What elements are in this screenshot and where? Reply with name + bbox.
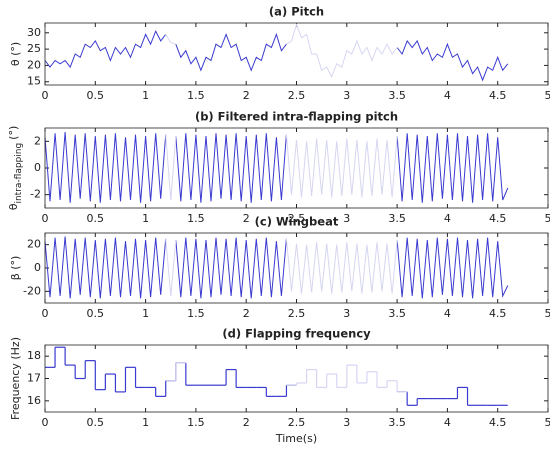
panel-title: (b) Filtered intra-flapping pitch [195, 110, 398, 124]
x-tick-label: 1.5 [187, 307, 205, 320]
x-tick-label: 3 [343, 89, 350, 102]
x-tick-label: 4.5 [489, 212, 507, 225]
x-tick-label: 2 [243, 89, 250, 102]
x-tick-label: 2.5 [288, 307, 306, 320]
y-axis-label: θ (°) [9, 42, 22, 66]
x-tick-label: 0.5 [87, 89, 105, 102]
x-tick-label: 4.5 [489, 89, 507, 102]
x-tick-label: 3 [343, 307, 350, 320]
y-tick-label: 17 [27, 372, 41, 385]
x-tick-label: 1 [142, 212, 149, 225]
y-axis-label: β (°) [9, 256, 22, 281]
x-tick-label: 3.5 [388, 416, 406, 429]
x-tick-label: 4 [444, 307, 451, 320]
x-tick-label: 1 [142, 307, 149, 320]
x-tick-label: 5 [545, 89, 550, 102]
x-tick-label: 4 [444, 212, 451, 225]
y-tick-label: 16 [27, 394, 41, 407]
x-tick-label: 4.5 [489, 416, 507, 429]
y-tick-label: 20 [27, 58, 41, 71]
y-axis-label: Frequency (Hz) [9, 337, 22, 420]
y-tick-label: -2 [30, 188, 41, 201]
y-axis-label-sub: intra-flapping [14, 143, 24, 204]
x-tick-label: 3.5 [388, 89, 406, 102]
panel-title: (d) Flapping frequency [222, 327, 371, 341]
y-tick-label: 0 [34, 261, 41, 274]
x-tick-label: 2.5 [288, 89, 306, 102]
x-tick-label: 3.5 [388, 307, 406, 320]
x-tick-label: 3 [343, 416, 350, 429]
x-tick-label: 4 [444, 416, 451, 429]
y-tick-label: 2 [34, 134, 41, 147]
x-tick-label: 5 [545, 307, 550, 320]
x-tick-label: 2 [243, 307, 250, 320]
signal-line [45, 132, 508, 203]
y-tick-label: -20 [23, 284, 41, 297]
x-tick-label: 0 [42, 212, 49, 225]
y-axis-label: θintra-flapping(°) [7, 126, 24, 211]
y-axis-label-unit: (°) [7, 126, 20, 140]
x-tick-label: 5 [545, 212, 550, 225]
x-tick-label: 0.5 [87, 212, 105, 225]
x-tick-label: 3.5 [388, 212, 406, 225]
y-tick-label: 25 [27, 42, 41, 55]
x-tick-label: 1.5 [187, 416, 205, 429]
panel-title: (a) Pitch [269, 5, 324, 19]
x-tick-label: 4.5 [489, 307, 507, 320]
x-tick-label: 0 [42, 307, 49, 320]
signal-line [45, 31, 508, 80]
x-tick-label: 3 [343, 212, 350, 225]
x-tick-label: 2 [243, 416, 250, 429]
x-tick-label: 0.5 [87, 307, 105, 320]
y-tick-label: 18 [27, 349, 41, 362]
x-tick-label: 2 [243, 212, 250, 225]
x-tick-label: 1 [142, 89, 149, 102]
y-tick-label: 20 [27, 238, 41, 251]
x-tick-label: 0 [42, 89, 49, 102]
signal-line [45, 237, 508, 299]
x-tick-label: 1.5 [187, 89, 205, 102]
x-tick-label: 4 [444, 89, 451, 102]
x-tick-label: 1.5 [187, 212, 205, 225]
x-tick-label: 5 [545, 416, 550, 429]
x-tick-label: 2.5 [288, 416, 306, 429]
y-tick-label: 30 [27, 26, 41, 39]
x-axis-label: Time(s) [275, 432, 317, 445]
panel-title: (c) Wingbeat [255, 215, 339, 229]
plot-frame [45, 345, 548, 412]
y-tick-label: 15 [27, 75, 41, 88]
x-tick-label: 0 [42, 416, 49, 429]
x-tick-label: 1 [142, 416, 149, 429]
y-tick-label: 0 [34, 161, 41, 174]
x-tick-label: 0.5 [87, 416, 105, 429]
